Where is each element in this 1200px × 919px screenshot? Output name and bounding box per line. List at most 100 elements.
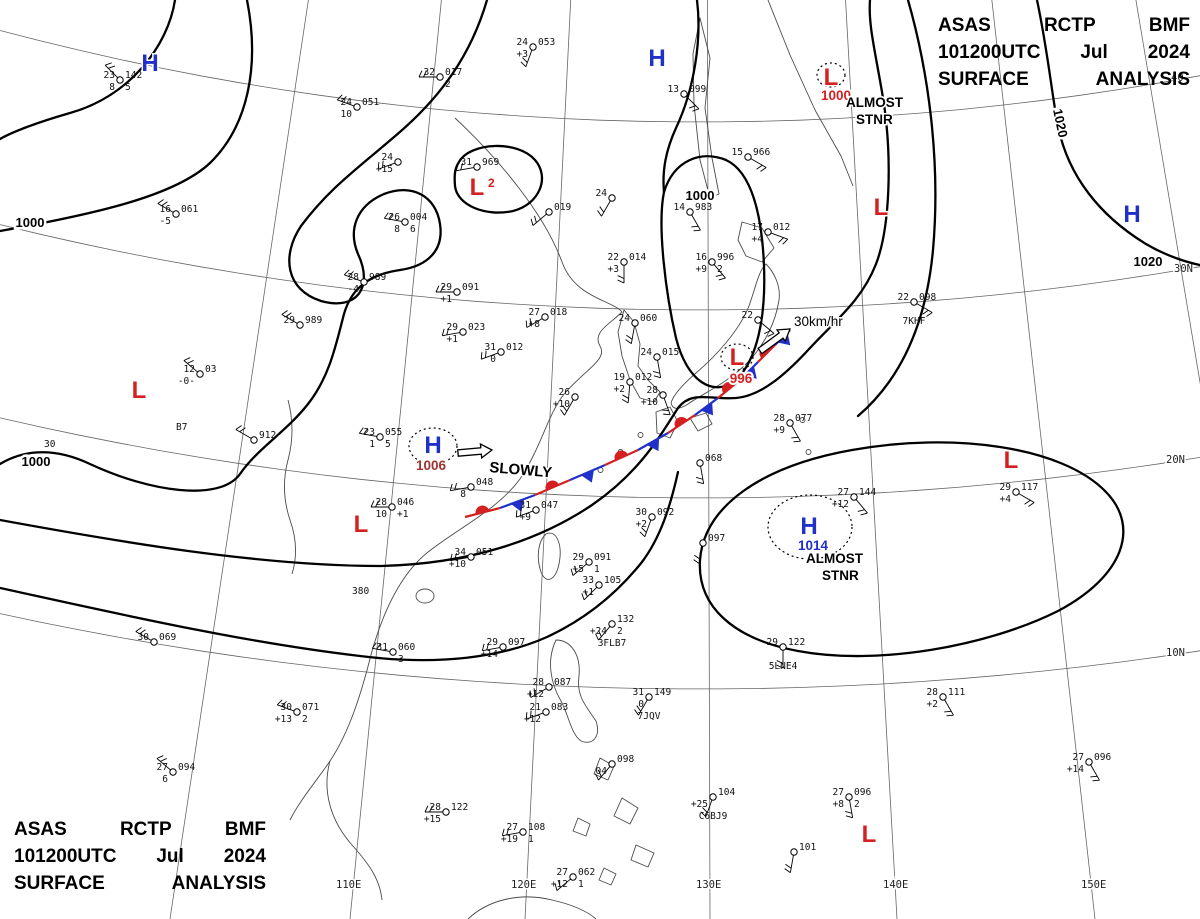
station-temperature: 24	[619, 313, 631, 324]
wind-barb-shaft	[442, 332, 460, 337]
wind-barb-tick	[276, 699, 283, 706]
station-pressure: 969	[482, 157, 499, 168]
station-temperature: 30	[636, 507, 648, 518]
wind-barb-shaft	[916, 303, 933, 313]
station-circle	[631, 319, 639, 327]
station-circle	[626, 378, 634, 386]
valid-time: 101200UTC	[938, 42, 1041, 63]
title-line-2: 101200UTC Jul 2024	[938, 39, 1190, 66]
high-center: H	[1123, 201, 1140, 228]
wind-barb-tick	[944, 710, 952, 713]
station-pressure: 912	[259, 430, 276, 441]
title-line-2: 101200UTC Jul 2024	[14, 843, 266, 870]
low-center: L	[824, 64, 839, 91]
station-pressure: 060	[640, 313, 657, 324]
wind-barb-shaft	[235, 429, 252, 439]
station-circle	[467, 553, 475, 561]
station-dewpoint: +14	[481, 649, 498, 660]
title-line-1: ASAS RCTP BMF	[14, 816, 266, 843]
wind-barb-tick	[418, 70, 423, 78]
coastline	[630, 844, 655, 868]
wind-barb-tick	[599, 206, 605, 213]
wind-barb-tick	[700, 811, 707, 818]
wind-barb-shaft	[344, 274, 362, 282]
station-pressure: 004	[410, 212, 427, 223]
stray-label: 380	[352, 586, 369, 597]
wind-barb-tick	[348, 271, 354, 277]
station-temperature: 29	[487, 637, 499, 648]
wind-barb-tick	[1028, 502, 1035, 507]
coastline	[415, 588, 435, 604]
wind-barb-tick	[776, 660, 784, 664]
wind-barb-tick	[1092, 779, 1100, 782]
wind-barb-tick	[534, 215, 537, 223]
wind-barb-shaft	[183, 360, 198, 373]
station-dewpoint: 10	[376, 509, 388, 520]
station-temperature: 27	[507, 822, 518, 833]
wind-barb-tick	[693, 559, 700, 565]
station-temperature: 14	[674, 202, 686, 213]
station-dewpoint: 8	[460, 489, 466, 500]
wind-barb-tick	[756, 164, 763, 170]
wind-barb-shaft	[482, 647, 500, 652]
wind-barb-tick	[691, 225, 699, 228]
station-circle	[709, 793, 717, 801]
station-temperature: 29	[767, 637, 779, 648]
station-circle	[545, 683, 553, 691]
wind-barb-tick	[139, 629, 146, 635]
wind-barb-tick	[661, 409, 669, 411]
coastline	[289, 117, 623, 821]
station-circle	[541, 313, 549, 321]
wind-barb-tick	[525, 320, 528, 328]
low-center: L	[354, 511, 369, 538]
wind-barb-shaft	[663, 397, 671, 415]
wind-barb-tick	[455, 163, 459, 171]
longitude-line	[845, 0, 898, 919]
isobar-label: 1000	[22, 454, 51, 469]
station-circle	[529, 43, 537, 51]
wind-barb-tick	[363, 428, 369, 435]
front-cold-triangle	[646, 438, 660, 452]
wind-barb-shaft	[456, 167, 474, 172]
wind-barb-tick	[663, 413, 671, 416]
low-center: L	[862, 821, 877, 848]
station-pressure: 144	[859, 487, 876, 498]
center-pressure-value: 1006	[416, 458, 447, 473]
station-circle	[845, 793, 853, 801]
station-circle	[708, 258, 716, 266]
wind-barb-tick	[597, 210, 602, 217]
ship-callsign: 3FLB7	[598, 638, 627, 649]
station-circle	[569, 873, 577, 881]
station-dewpoint: 04	[596, 766, 608, 777]
isobar	[0, 0, 254, 233]
station-pressure: 132	[617, 614, 634, 625]
station-tendency: 2	[445, 79, 451, 90]
station-temperature: 27	[157, 762, 168, 773]
station-tendency: 2	[302, 714, 308, 725]
wind-barb-tick	[778, 237, 784, 243]
station-temperature: 31	[633, 687, 645, 698]
station-pressure: 017	[445, 67, 462, 78]
station-pressure: 098	[617, 754, 634, 765]
station-temperature: 29	[447, 322, 459, 333]
latitude-line	[0, 224, 1200, 311]
chart-type-word-1: SURFACE	[938, 69, 1029, 90]
station-tendency: 2	[854, 799, 860, 810]
station-temperature: 19	[614, 372, 626, 383]
latitude-line	[0, 417, 1200, 499]
front-warm-semicircle	[614, 450, 628, 461]
station-pressure: 097	[708, 533, 725, 544]
station-circle	[360, 278, 368, 286]
station-temperature: 16	[160, 204, 172, 215]
wind-barb-tick	[791, 436, 799, 439]
station-circle	[293, 708, 301, 716]
station-dewpoint: +4	[1000, 494, 1012, 505]
longitude-line	[169, 0, 309, 919]
wind-barb-tick	[595, 773, 599, 781]
station-pressure: 091	[462, 282, 479, 293]
coastline	[598, 867, 617, 886]
wind-barb-tick	[376, 643, 382, 650]
longitude-line	[991, 0, 1096, 919]
dotted-intensity-circle	[408, 427, 458, 465]
